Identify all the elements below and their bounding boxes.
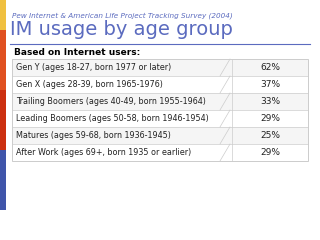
Text: 29%: 29%: [260, 114, 280, 123]
Text: 29%: 29%: [260, 148, 280, 157]
Text: Based on Internet users:: Based on Internet users:: [14, 48, 140, 57]
Bar: [12, 127, 308, 144]
Bar: [0, 30, 6, 90]
Bar: [0, 90, 6, 150]
Text: Matures (ages 59-68, born 1936-1945): Matures (ages 59-68, born 1936-1945): [16, 131, 171, 140]
Bar: [12, 59, 308, 161]
Bar: [12, 59, 308, 76]
Text: 25%: 25%: [260, 131, 280, 140]
Text: Leading Boomers (ages 50-58, born 1946-1954): Leading Boomers (ages 50-58, born 1946-1…: [16, 114, 209, 123]
Bar: [12, 93, 308, 110]
Text: 37%: 37%: [260, 80, 280, 89]
Text: Gen X (ages 28-39, born 1965-1976): Gen X (ages 28-39, born 1965-1976): [16, 80, 163, 89]
Bar: [0, 0, 6, 30]
Bar: [12, 110, 308, 127]
Text: After Work (ages 69+, born 1935 or earlier): After Work (ages 69+, born 1935 or earli…: [16, 148, 191, 157]
Text: IM usage by age group: IM usage by age group: [10, 20, 233, 39]
Text: Gen Y (ages 18-27, born 1977 or later): Gen Y (ages 18-27, born 1977 or later): [16, 63, 171, 72]
Bar: [0, 150, 6, 210]
Text: Pew Internet & American Life Project Tracking Survey (2004): Pew Internet & American Life Project Tra…: [12, 12, 233, 19]
Bar: [12, 76, 308, 93]
Text: 62%: 62%: [260, 63, 280, 72]
Bar: [12, 144, 308, 161]
Text: Trailing Boomers (ages 40-49, born 1955-1964): Trailing Boomers (ages 40-49, born 1955-…: [16, 97, 206, 106]
Text: 33%: 33%: [260, 97, 280, 106]
